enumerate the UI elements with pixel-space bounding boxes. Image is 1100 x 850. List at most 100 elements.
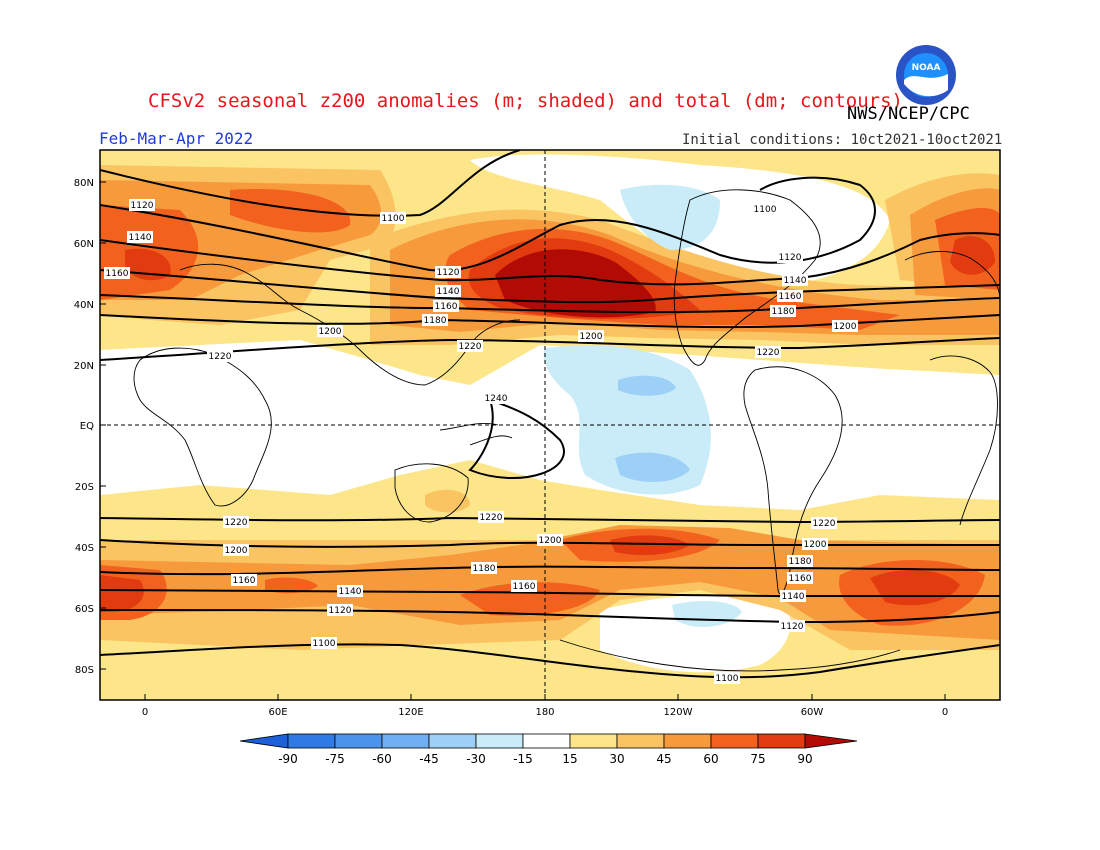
svg-text:1100: 1100 bbox=[716, 674, 739, 684]
contour-label: 1180 bbox=[422, 314, 448, 326]
svg-text:1160: 1160 bbox=[233, 576, 256, 586]
colorbar-tick-label: 30 bbox=[609, 752, 624, 766]
svg-text:1160: 1160 bbox=[779, 292, 802, 302]
colorbar-tick-label: 90 bbox=[797, 752, 812, 766]
colorbar-cell bbox=[710, 733, 759, 749]
contour-label: 1160 bbox=[104, 267, 130, 279]
contour-label: 1120 bbox=[129, 199, 155, 211]
contour-label: 1100 bbox=[380, 212, 406, 224]
logo-text: NOAA bbox=[912, 63, 941, 73]
map-title: CFSv2 seasonal z200 anomalies (m; shaded… bbox=[148, 90, 903, 112]
svg-text:1180: 1180 bbox=[473, 564, 496, 574]
lon-tick-label: 180 bbox=[535, 707, 554, 718]
svg-text:1220: 1220 bbox=[757, 348, 780, 358]
contour-label: 1200 bbox=[802, 538, 828, 550]
contour-label: 1200 bbox=[317, 325, 343, 337]
contour-label: 1160 bbox=[777, 290, 803, 302]
contour-label: 1200 bbox=[223, 544, 249, 556]
colorbar-tick-label: 60 bbox=[703, 752, 718, 766]
contour-label: 1220 bbox=[457, 340, 483, 352]
colorbar-tick-label: -75 bbox=[325, 752, 345, 766]
contour-label: 1100 bbox=[752, 203, 778, 215]
contour-label: 1180 bbox=[471, 562, 497, 574]
contour-label: 1220 bbox=[223, 516, 249, 528]
svg-text:1200: 1200 bbox=[225, 546, 248, 556]
contour-label: 1100 bbox=[714, 672, 740, 684]
contour-label: 1220 bbox=[811, 517, 837, 529]
colorbar-cell bbox=[381, 733, 430, 749]
colorbar-arrow-left bbox=[239, 733, 289, 749]
colorbar-cell bbox=[287, 733, 336, 749]
svg-text:1120: 1120 bbox=[329, 606, 352, 616]
contour-label: 1200 bbox=[578, 330, 604, 342]
contour-label: 1200 bbox=[832, 320, 858, 332]
colorbar-cell bbox=[522, 733, 571, 749]
contour-label: 1140 bbox=[435, 285, 461, 297]
colorbar-tick-label: -90 bbox=[278, 752, 298, 766]
contour-label: 1120 bbox=[327, 604, 353, 616]
contour-label: 1180 bbox=[787, 555, 813, 567]
colorbar-tick-label: -30 bbox=[466, 752, 486, 766]
svg-text:1200: 1200 bbox=[804, 540, 827, 550]
svg-text:1100: 1100 bbox=[754, 205, 777, 215]
colorbar-cell bbox=[428, 733, 477, 749]
lat-tick-label: 20S bbox=[75, 482, 94, 493]
contour-label: 1160 bbox=[787, 572, 813, 584]
contour-label: 1240 bbox=[483, 392, 509, 404]
noaa-logo: NOAA bbox=[896, 45, 956, 105]
svg-text:1220: 1220 bbox=[225, 518, 248, 528]
colorbar-cell bbox=[475, 733, 524, 749]
svg-text:1220: 1220 bbox=[459, 342, 482, 352]
svg-text:1220: 1220 bbox=[480, 513, 503, 523]
longitude-labels: 0 60E 120E 180 120W 60W 0 bbox=[142, 694, 948, 718]
svg-text:1200: 1200 bbox=[834, 322, 857, 332]
colorbar-tick-label: 75 bbox=[750, 752, 765, 766]
colorbar: -90 -75 -60 -45 -30 -15 15 30 45 60 75 90 bbox=[239, 733, 858, 766]
colorbar-cell bbox=[757, 733, 806, 749]
svg-text:1100: 1100 bbox=[313, 639, 336, 649]
svg-text:1120: 1120 bbox=[779, 253, 802, 263]
lon-tick-label: 0 bbox=[942, 707, 948, 718]
contour-label: 1120 bbox=[779, 620, 805, 632]
contour-label: 1220 bbox=[207, 350, 233, 362]
svg-text:1100: 1100 bbox=[382, 214, 405, 224]
svg-text:1240: 1240 bbox=[485, 394, 508, 404]
svg-text:1200: 1200 bbox=[580, 332, 603, 342]
colorbar-cell bbox=[616, 733, 665, 749]
svg-text:1160: 1160 bbox=[513, 582, 536, 592]
lat-tick-label: 80N bbox=[74, 178, 94, 189]
contour-label: 1140 bbox=[782, 274, 808, 286]
latitude-labels: 80N 60N 40N 20N EQ 20S 40S 60S 80S bbox=[74, 178, 106, 676]
colorbar-tick-label: -45 bbox=[419, 752, 439, 766]
contour-label: 1160 bbox=[433, 300, 459, 312]
contour-label: 1160 bbox=[511, 580, 537, 592]
contour-label-layer: 1120 1100 1140 1160 1120 1140 1160 1180 1200 1220… bbox=[104, 199, 858, 684]
lon-tick-label: 60W bbox=[801, 707, 824, 718]
contour-label: 1200 bbox=[537, 534, 563, 546]
colorbar-tick-label: 45 bbox=[656, 752, 671, 766]
contour-label: 1220 bbox=[755, 346, 781, 358]
contour-label: 1140 bbox=[127, 231, 153, 243]
svg-text:1160: 1160 bbox=[435, 302, 458, 312]
colorbar-cell bbox=[334, 733, 383, 749]
lon-tick-label: 120E bbox=[398, 707, 423, 718]
lat-tick-label: 40S bbox=[75, 543, 94, 554]
svg-text:1140: 1140 bbox=[339, 587, 362, 597]
height-contours bbox=[100, 150, 1000, 679]
svg-text:1140: 1140 bbox=[437, 287, 460, 297]
contour-label: 1120 bbox=[777, 251, 803, 263]
initial-conditions: Initial conditions: 10ct2021-10oct2021 bbox=[682, 132, 1003, 148]
contour-label: 1140 bbox=[780, 590, 806, 602]
svg-text:1220: 1220 bbox=[209, 352, 232, 362]
svg-text:1180: 1180 bbox=[789, 557, 812, 567]
svg-text:1120: 1120 bbox=[781, 622, 804, 632]
svg-text:1200: 1200 bbox=[539, 536, 562, 546]
lat-tick-label: 80S bbox=[75, 665, 94, 676]
colorbar-tick-label: -60 bbox=[372, 752, 392, 766]
lat-tick-label: EQ bbox=[80, 421, 94, 432]
svg-text:1140: 1140 bbox=[782, 592, 805, 602]
contour-label: 1100 bbox=[311, 637, 337, 649]
contour-label: 1220 bbox=[478, 511, 504, 523]
lon-tick-label: 120W bbox=[664, 707, 693, 718]
